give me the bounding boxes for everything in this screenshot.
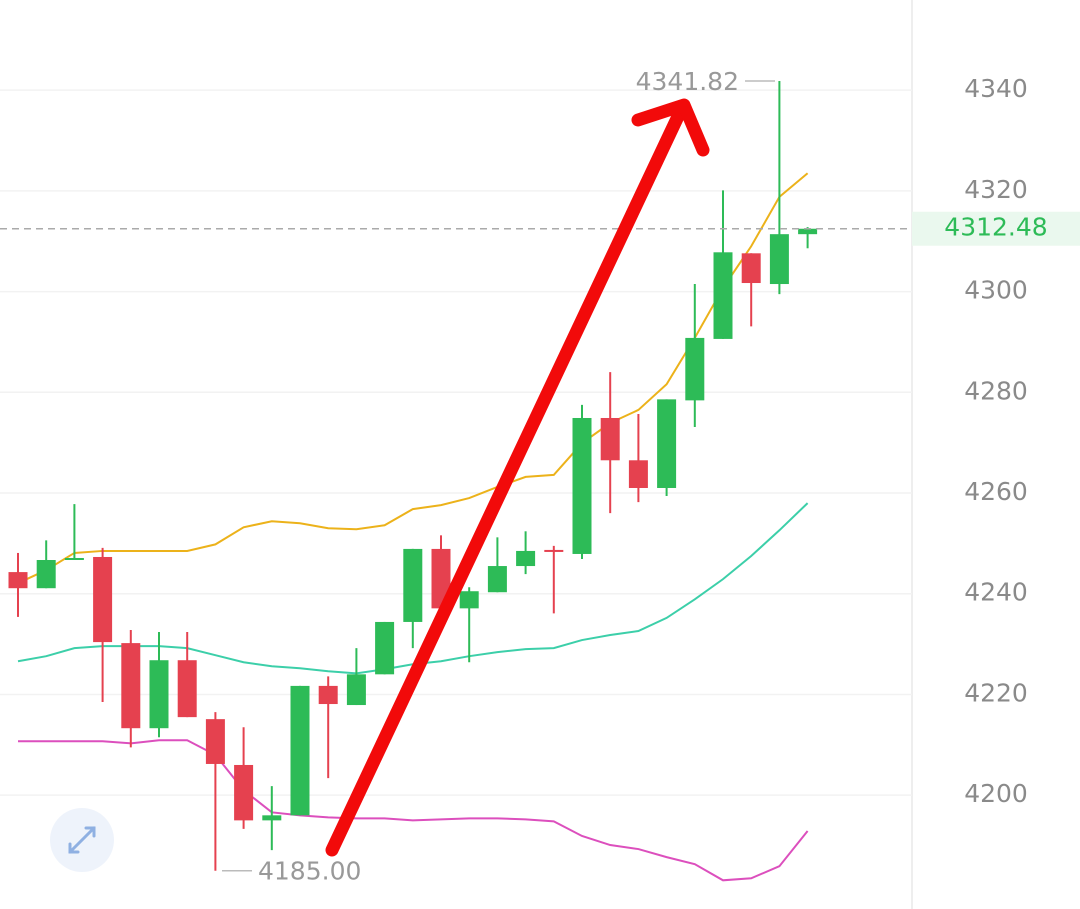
candle-body: [713, 252, 733, 339]
candle-body: [600, 417, 620, 461]
candle-body: [628, 460, 648, 488]
candle-body: [234, 764, 254, 821]
y-tick-label: 4260: [964, 477, 1028, 506]
candle-body: [262, 815, 282, 821]
candle-body: [375, 621, 395, 675]
plot: 4312.48 4341.82 4185.00: [0, 67, 1080, 886]
candle-body: [93, 556, 113, 643]
candle-body: [64, 557, 84, 561]
y-tick-label: 4220: [964, 678, 1028, 707]
candle-body: [741, 253, 761, 284]
expand-icon[interactable]: [68, 826, 96, 854]
candle-body: [149, 660, 169, 729]
candle-body: [459, 591, 479, 609]
candle-body: [487, 566, 507, 593]
candle-body: [121, 643, 141, 729]
y-tick-label: 4300: [964, 276, 1028, 305]
moving-average-line: [18, 739, 809, 882]
candle-body: [431, 548, 451, 609]
expand-button[interactable]: [50, 808, 114, 872]
candle-body: [403, 548, 423, 622]
candle-body: [572, 417, 592, 554]
candle-body: [516, 550, 536, 567]
candle-body: [290, 685, 310, 816]
y-tick-label: 4200: [964, 779, 1028, 808]
trend-arrow: [325, 98, 710, 857]
candle-body: [177, 660, 197, 718]
low-label: 4185.00: [258, 857, 361, 886]
arrow-head: [631, 98, 710, 157]
candle-body: [657, 399, 677, 488]
candle-body: [36, 560, 56, 589]
last-price-badge: [912, 211, 1080, 246]
last-price-label: 4312.48: [944, 213, 1047, 242]
arrow-shaft: [325, 101, 689, 857]
candle-body: [346, 674, 366, 706]
candle-body: [8, 572, 28, 589]
y-tick-label: 4240: [964, 578, 1028, 607]
candle-body: [685, 337, 705, 401]
moving-average-line: [17, 172, 809, 585]
candle-body: [798, 228, 818, 235]
candle-body: [318, 685, 338, 705]
y-tick-label: 4320: [964, 175, 1028, 204]
y-tick-label: 4340: [964, 74, 1028, 103]
candle-body: [205, 719, 225, 764]
high-label: 4341.82: [636, 67, 739, 96]
candle-body: [544, 549, 564, 552]
candle-body: [769, 234, 789, 285]
y-tick-label: 4280: [964, 376, 1028, 405]
